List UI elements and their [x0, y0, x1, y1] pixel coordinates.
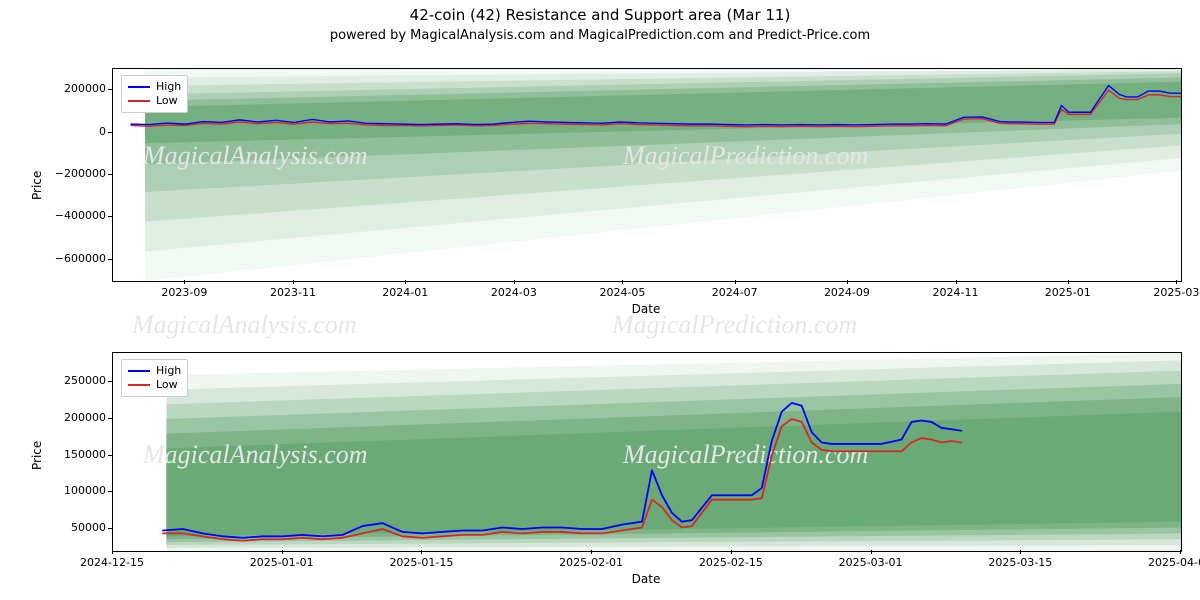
legend-label-low: Low [156, 378, 178, 392]
xtick-label: 2024-11 [933, 286, 979, 299]
xtick-label: 2024-01 [382, 286, 428, 299]
xtick-label: 2025-03-01 [839, 556, 903, 569]
ytick-label: 0 [42, 125, 106, 138]
top-chart-panel: MagicalAnalysis.com MagicalPrediction.com… [112, 68, 1182, 282]
top-chart-svg: MagicalAnalysis.com MagicalPrediction.com [113, 69, 1181, 281]
legend-row-high: High [128, 364, 181, 378]
legend-swatch-high [128, 86, 150, 88]
legend-label-high: High [156, 364, 181, 378]
svg-text:MagicalAnalysis.com: MagicalAnalysis.com [142, 141, 368, 170]
xtick-label: 2025-02-01 [559, 556, 623, 569]
bottom-chart-panel: MagicalAnalysis.comMagicalPrediction.com… [112, 352, 1182, 552]
xtick-label: 2025-03 [1153, 286, 1199, 299]
legend-label-high: High [156, 80, 181, 94]
xtick-label: 2024-09 [824, 286, 870, 299]
legend-swatch-low [128, 384, 150, 386]
ytick-label: −400000 [42, 209, 106, 222]
xtick-label: 2023-09 [161, 286, 207, 299]
xtick-label: 2025-01 [1045, 286, 1091, 299]
ytick-label: 50000 [42, 521, 106, 534]
figure: 42-coin (42) Resistance and Support area… [0, 0, 1200, 600]
svg-text:MagicalAnalysis.com: MagicalAnalysis.com [142, 440, 368, 469]
xtick-label: 2025-01-01 [250, 556, 314, 569]
svg-text:MagicalPrediction.com: MagicalPrediction.com [622, 141, 868, 170]
top-xlabel: Date [112, 302, 1180, 316]
ytick-label: −200000 [42, 167, 106, 180]
legend-row-high: High [128, 80, 181, 94]
legend-label-low: Low [156, 94, 178, 108]
bottom-legend: High Low [121, 359, 188, 397]
legend-swatch-low [128, 100, 150, 102]
xtick-label: 2025-03-15 [988, 556, 1052, 569]
ytick-label: 200000 [42, 82, 106, 95]
bottom-chart-svg: MagicalAnalysis.comMagicalPrediction.com [113, 353, 1181, 551]
chart-subtitle: powered by MagicalAnalysis.com and Magic… [0, 28, 1200, 43]
xtick-label: 2025-01-15 [389, 556, 453, 569]
xtick-label: 2023-11 [270, 286, 316, 299]
ytick-label: 200000 [42, 411, 106, 424]
xtick-label: 2024-12-15 [80, 556, 144, 569]
chart-title: 42-coin (42) Resistance and Support area… [0, 6, 1200, 24]
xtick-label: 2025-04-01 [1148, 556, 1200, 569]
ytick-label: 250000 [42, 374, 106, 387]
ytick-label: 100000 [42, 484, 106, 497]
xtick-label: 2025-02-15 [699, 556, 763, 569]
bottom-xlabel: Date [112, 572, 1180, 586]
xtick-label: 2024-07 [712, 286, 758, 299]
ytick-label: 150000 [42, 448, 106, 461]
xtick-label: 2024-05 [599, 286, 645, 299]
top-legend: High Low [121, 75, 188, 113]
ytick-label: −600000 [42, 252, 106, 265]
xtick-label: 2024-03 [491, 286, 537, 299]
legend-row-low: Low [128, 378, 181, 392]
legend-swatch-high [128, 370, 150, 372]
legend-row-low: Low [128, 94, 181, 108]
